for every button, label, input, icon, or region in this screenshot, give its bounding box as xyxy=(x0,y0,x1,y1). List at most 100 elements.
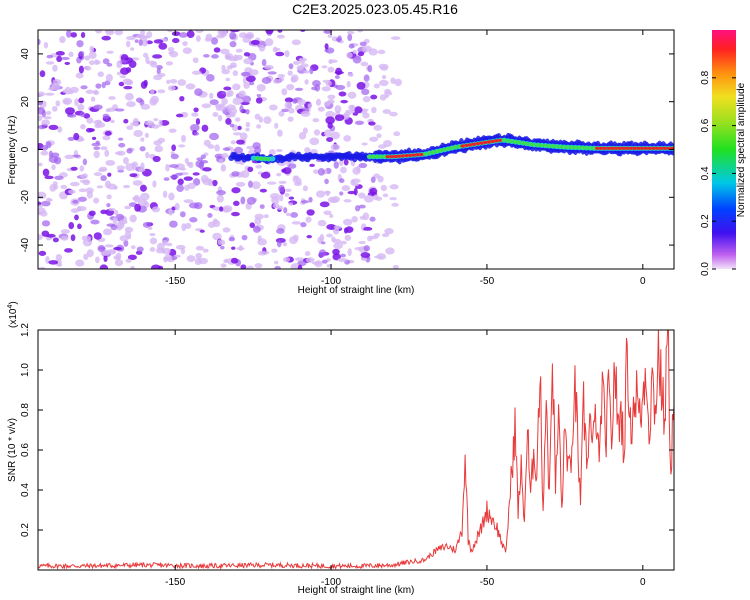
heatmap-cell xyxy=(209,132,219,141)
heatmap-cell xyxy=(259,188,267,193)
heatmap-cell xyxy=(242,76,247,84)
heatmap-cell xyxy=(248,69,259,76)
heatmap-cell xyxy=(144,120,155,126)
heatmap-cell xyxy=(149,237,158,245)
x-tick-label: 0 xyxy=(640,276,646,287)
heatmap-cell xyxy=(331,236,336,243)
heatmap-cell xyxy=(294,257,305,262)
heatmap-cell xyxy=(341,185,351,192)
heatmap-cell xyxy=(52,105,58,112)
heatmap-cell xyxy=(130,47,135,51)
heatmap-cell xyxy=(68,189,76,194)
heatmap-cell xyxy=(325,190,330,197)
heatmap-cell xyxy=(363,74,370,82)
heatmap-cell xyxy=(265,30,274,35)
heatmap-cell xyxy=(370,94,378,100)
heatmap-cell xyxy=(38,211,43,216)
heatmap-cell xyxy=(57,126,63,133)
heatmap-cell xyxy=(351,178,361,184)
heatmap-cell xyxy=(293,234,299,241)
heatmap-cell xyxy=(60,229,70,234)
heatmap-cell xyxy=(123,239,129,247)
heatmap-cell xyxy=(389,184,399,190)
heatmap-cell xyxy=(38,91,46,97)
heatmap-cell xyxy=(38,266,46,269)
heatmap-cell xyxy=(384,88,391,94)
heatmap-cell xyxy=(335,37,342,42)
heatmap-cell xyxy=(348,43,355,49)
heatmap-cell xyxy=(152,54,163,59)
heatmap-cell xyxy=(115,213,125,222)
heatmap-cell xyxy=(373,232,381,238)
heatmap-cell xyxy=(363,194,374,203)
heatmap-cell xyxy=(340,166,347,174)
heatmap-cell xyxy=(168,208,173,216)
heatmap-cell xyxy=(214,104,224,108)
heatmap-cell xyxy=(300,200,310,204)
heatmap-cell xyxy=(324,43,329,50)
heatmap-cell xyxy=(284,50,290,58)
heatmap-cell xyxy=(333,161,339,169)
heatmap-cell xyxy=(144,132,149,139)
page-title: C2E3.2025.023.05.45.R16 xyxy=(292,1,458,17)
heatmap-cell xyxy=(237,125,242,131)
heatmap-cell xyxy=(74,98,79,107)
heatmap-cell xyxy=(302,185,308,192)
heatmap-cell xyxy=(162,190,168,198)
heatmap-cell xyxy=(245,127,250,132)
heatmap-cell xyxy=(138,39,143,46)
heatmap-cell xyxy=(232,132,243,136)
heatmap-cell xyxy=(371,106,377,114)
heatmap-cell xyxy=(306,209,315,216)
heatmap-cell xyxy=(93,119,103,125)
heatmap-cell xyxy=(95,60,101,65)
heatmap-cell xyxy=(105,159,116,166)
heatmap-cell xyxy=(315,190,326,198)
heatmap-cell xyxy=(264,38,274,47)
heatmap-cell xyxy=(179,211,186,218)
heatmap-cell xyxy=(242,36,252,43)
heatmap-cell xyxy=(277,30,283,33)
heatmap-cell xyxy=(309,67,314,75)
heatmap-cell xyxy=(229,123,235,128)
heatmap-cell xyxy=(352,167,361,175)
heatmap-cell xyxy=(188,161,194,169)
heatmap-cell xyxy=(217,114,223,122)
heatmap-cell xyxy=(311,261,322,265)
heatmap-cell xyxy=(184,222,192,230)
heatmap-cell xyxy=(156,65,163,70)
heatmap-cell xyxy=(376,253,387,260)
heatmap-cell xyxy=(260,171,271,179)
heatmap-cell xyxy=(123,85,133,90)
heatmap-cell xyxy=(100,146,108,151)
heatmap-cell xyxy=(152,155,161,163)
heatmap-cell xyxy=(104,130,112,136)
heatmap-cell xyxy=(100,209,108,215)
heatmap-cell xyxy=(257,250,268,256)
heatmap-cell xyxy=(195,245,204,251)
heatmap-cell xyxy=(346,80,351,88)
heatmap-cell xyxy=(297,264,303,269)
heatmap-cell xyxy=(327,98,335,105)
heatmap-cell xyxy=(223,86,232,91)
heatmap-cell xyxy=(277,129,283,137)
heatmap-cell xyxy=(38,107,46,115)
heatmap-cell xyxy=(236,139,245,145)
heatmap-cell xyxy=(53,156,62,165)
heatmap-cell xyxy=(231,187,241,194)
heatmap-cell xyxy=(123,184,130,189)
heatmap-cell xyxy=(282,167,292,175)
heatmap-cell xyxy=(153,117,159,122)
colorbar-tick-label: 0.6 xyxy=(700,118,711,132)
heatmap-cell xyxy=(143,201,150,208)
heatmap-cell xyxy=(317,168,325,176)
heatmap-cell xyxy=(64,107,75,115)
heatmap-cell xyxy=(85,89,94,94)
heatmap-cell xyxy=(300,222,307,228)
heatmap-cell xyxy=(307,103,313,109)
heatmap-cell xyxy=(149,247,156,252)
heatmap-cell xyxy=(141,39,148,47)
heatmap-cell xyxy=(80,124,86,130)
heatmap-cell xyxy=(232,97,243,106)
heatmap-cell xyxy=(200,154,206,159)
